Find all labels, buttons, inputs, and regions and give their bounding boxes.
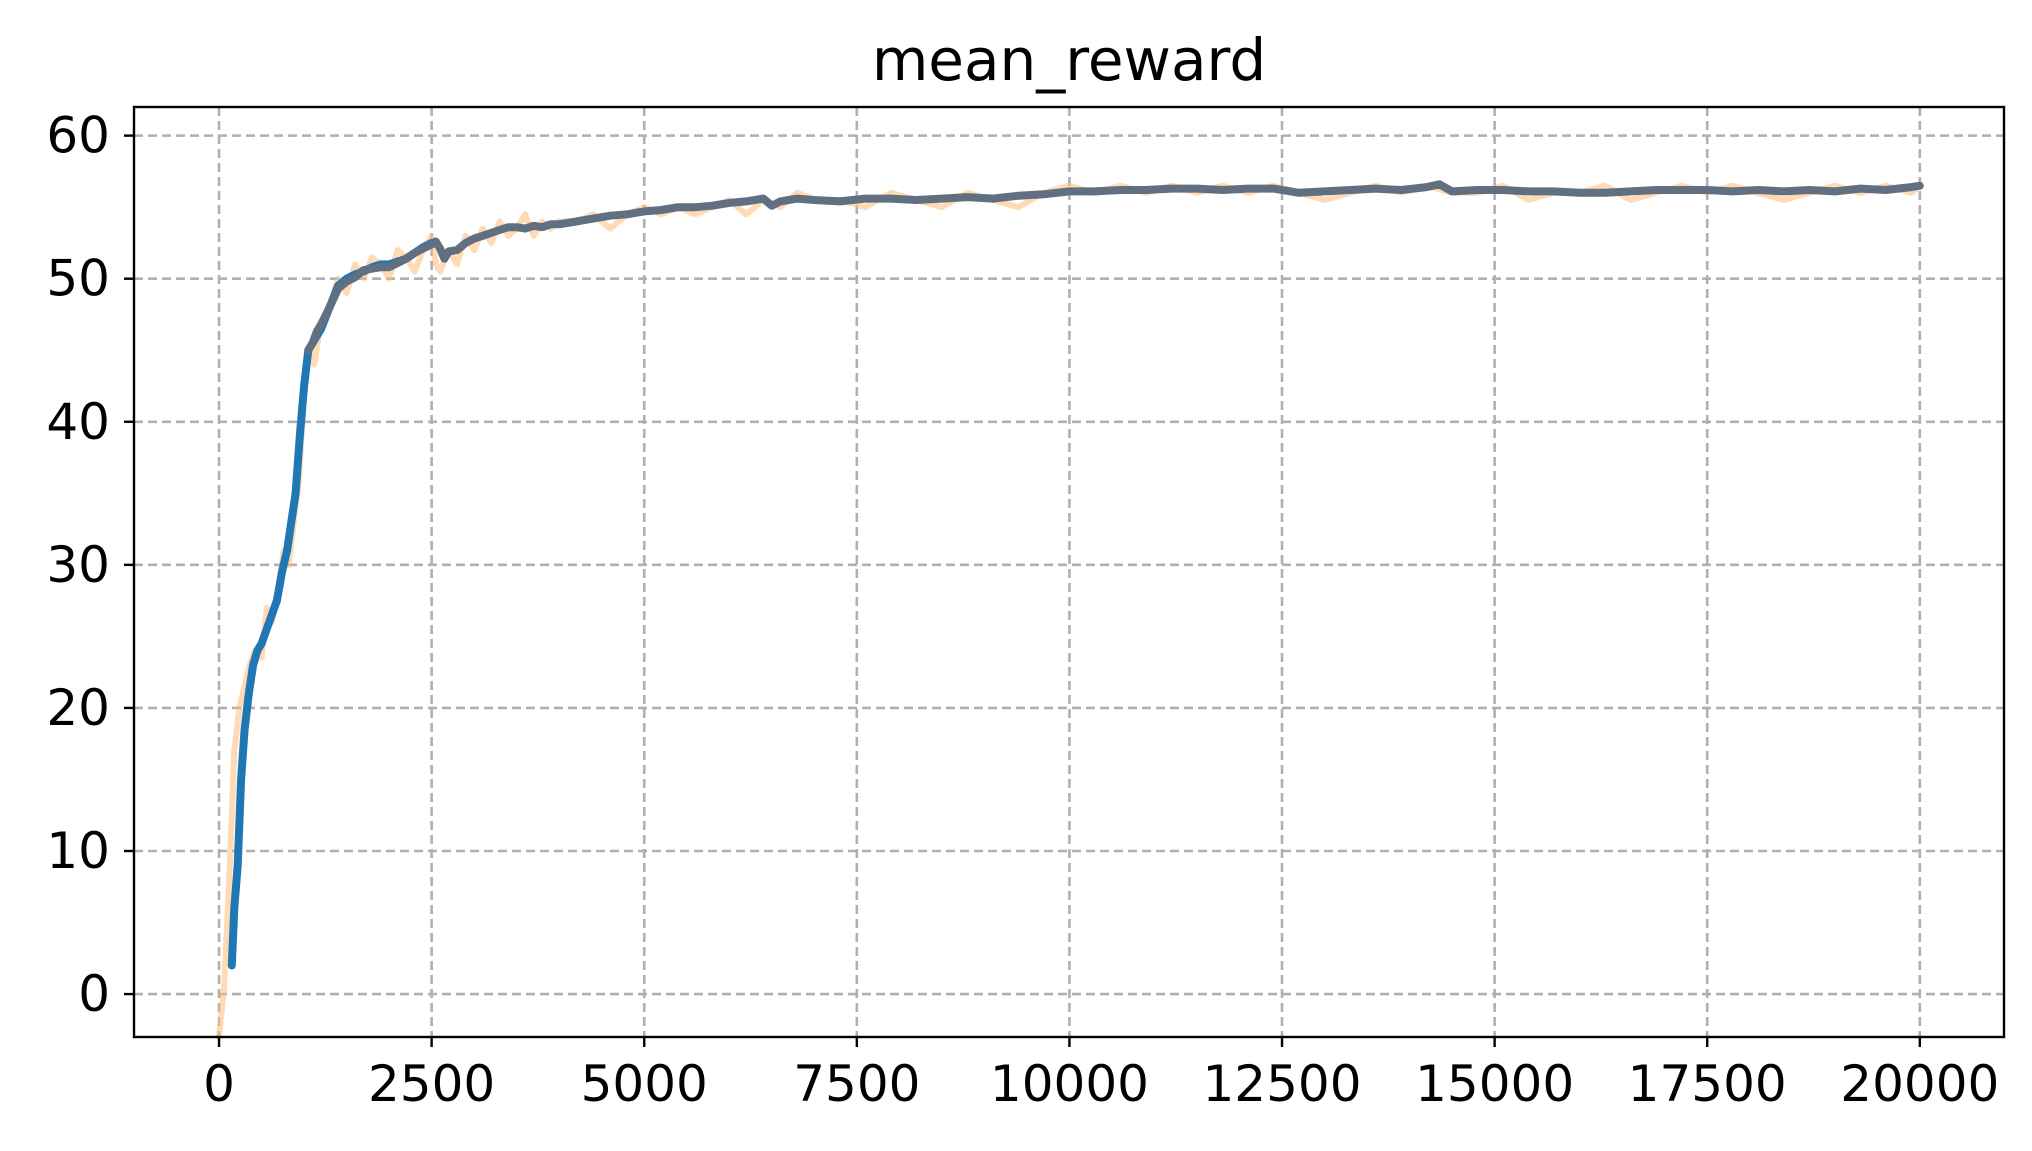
x-tick-label: 20000 [1840, 1055, 1999, 1113]
y-tick-label: 0 [78, 965, 110, 1023]
x-tick-label: 10000 [990, 1055, 1149, 1113]
series-line-smoothed-overlay [304, 180, 1924, 355]
x-tick-label: 0 [203, 1055, 235, 1113]
y-tick-label: 60 [46, 107, 110, 165]
y-tick-label: 40 [46, 393, 110, 451]
x-tick-label: 17500 [1628, 1055, 1787, 1113]
plot-series [216, 180, 1924, 1040]
x-tick-label: 5000 [581, 1055, 708, 1113]
x-tick-label: 7500 [793, 1055, 920, 1113]
y-tick-label: 10 [46, 822, 110, 880]
chart-title: mean_reward [872, 26, 1266, 94]
x-tick-label: 2500 [368, 1055, 495, 1113]
x-tick-label: 15000 [1415, 1055, 1574, 1113]
grid-lines [134, 107, 2004, 1037]
y-tick-label: 30 [46, 536, 110, 594]
x-tick-label: 12500 [1202, 1055, 1361, 1113]
y-tick-label: 20 [46, 679, 110, 737]
axis-ticks: 0 2500 5000 7500 10000 12500 15000 17500 20000 0 1… [46, 107, 1999, 1113]
y-tick-label: 50 [46, 250, 110, 308]
